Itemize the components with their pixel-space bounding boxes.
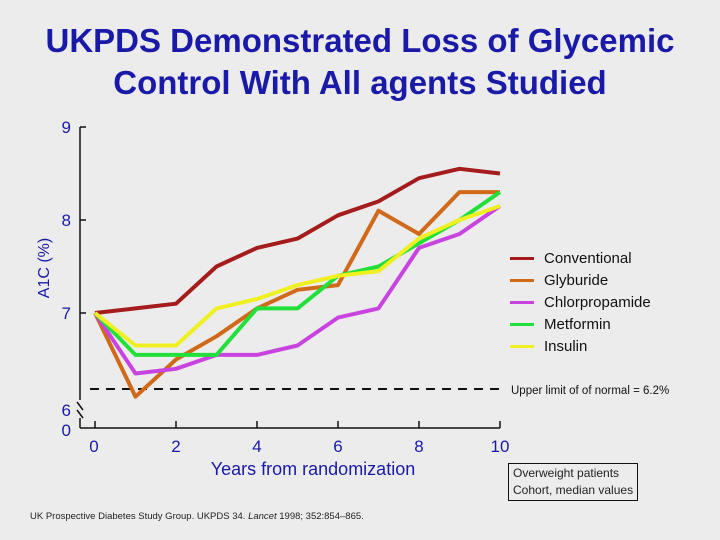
legend-label: Insulin xyxy=(544,337,588,355)
x-tick-label: 8 xyxy=(414,437,423,456)
citation: UK Prospective Diabetes Study Group. UKP… xyxy=(30,511,364,522)
legend-swatch xyxy=(510,278,534,282)
y-tick-label: 0 xyxy=(62,421,71,440)
series-line-metformin xyxy=(93,190,502,357)
reference-line-label: Upper limit of of normal = 6.2% xyxy=(511,385,669,397)
x-tick-label: 2 xyxy=(171,437,180,456)
legend-item-metformin: Metformin xyxy=(510,313,651,335)
series-line-glyburide xyxy=(93,190,500,399)
y-tick-label: 6 xyxy=(62,401,71,420)
y-axis-label: A1C (%) xyxy=(36,238,53,298)
legend-item-insulin: Insulin xyxy=(510,335,651,357)
title-line-2: Control With All agents Studied xyxy=(113,64,607,101)
cohort-note: Overweight patients Cohort, median value… xyxy=(508,463,639,501)
series-line-chlorpropamide xyxy=(93,204,502,376)
title-line-1: UKPDS Demonstrated Loss of Glycemic xyxy=(45,22,675,59)
x-tick-label: 4 xyxy=(252,437,261,456)
legend-swatch xyxy=(510,256,534,260)
legend-item-chlorpropamide: Chlorpropamide xyxy=(510,291,651,313)
note-line-1: Overweight patients xyxy=(513,466,620,480)
legend-label: Glyburide xyxy=(544,271,609,289)
y-tick-label: 9 xyxy=(62,118,71,137)
legend-label: Conventional xyxy=(544,249,632,267)
legend-swatch xyxy=(510,344,534,348)
legend-swatch xyxy=(510,322,534,326)
y-tick-label: 8 xyxy=(62,211,71,230)
note-line-2: Cohort, median values xyxy=(513,483,634,497)
y-axis-break xyxy=(76,401,84,419)
x-axis-label: Years from randomization xyxy=(211,459,415,479)
legend-label: Metformin xyxy=(544,315,611,333)
x-tick-label: 10 xyxy=(491,437,510,456)
x-tick-label: 0 xyxy=(89,437,98,456)
x-tick-label: 6 xyxy=(333,437,342,456)
legend-item-conventional: Conventional xyxy=(510,247,651,269)
citation-prefix: UK Prospective Diabetes Study Group. UKP… xyxy=(30,511,246,522)
legend-label: Chlorpropamide xyxy=(544,293,651,311)
series-line-conventional xyxy=(94,166,501,315)
legend: Conventional Glyburide Chlorpropamide Metfo… xyxy=(510,247,651,357)
series-line-insulin xyxy=(93,204,501,348)
citation-suffix: 1998; 352:854–865. xyxy=(279,511,364,522)
legend-item-glyburide: Glyburide xyxy=(510,269,651,291)
citation-journal: Lancet xyxy=(248,511,277,522)
legend-swatch xyxy=(510,300,534,304)
chart-title: UKPDS Demonstrated Loss of Glycemic Cont… xyxy=(0,20,720,104)
y-tick-label: 7 xyxy=(62,304,71,323)
